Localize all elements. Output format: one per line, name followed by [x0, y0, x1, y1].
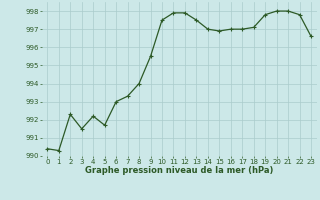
X-axis label: Graphe pression niveau de la mer (hPa): Graphe pression niveau de la mer (hPa) [85, 166, 273, 175]
